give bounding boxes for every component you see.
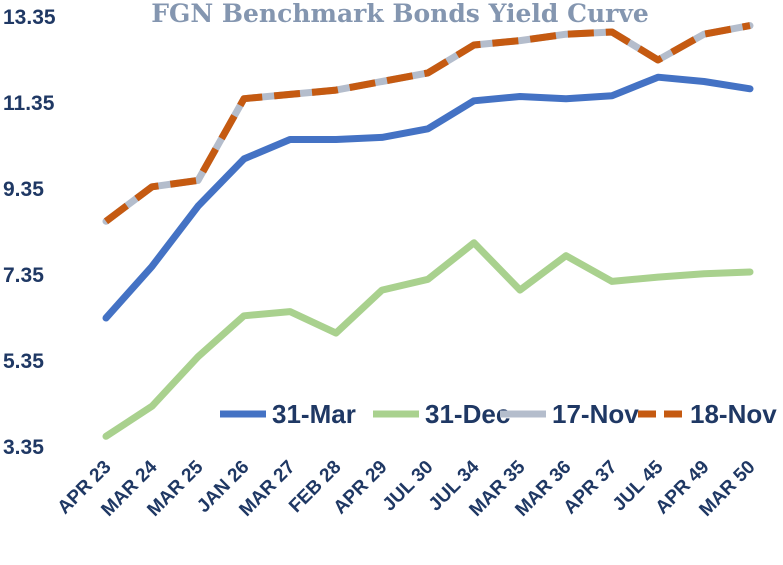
- series-line-31-mar: [102, 73, 754, 322]
- legend: 31-Mar 31-Dec 17-Nov 18-Nov: [220, 399, 777, 429]
- series-layer: [102, 22, 754, 440]
- chart-title: FGN Benchmark Bonds Yield Curve: [151, 0, 649, 28]
- legend-item: 31-Mar: [220, 399, 356, 429]
- x-tick-label: JUL 30: [379, 457, 438, 516]
- legend-label: 17-Nov: [552, 399, 639, 429]
- y-tick-label: 13.35: [3, 6, 56, 29]
- y-axis: 13.35 11.35 9.35 7.35 5.35 3.35: [3, 6, 56, 459]
- y-tick-label: 7.35: [3, 264, 44, 287]
- series-line-18-nov: [103, 22, 751, 225]
- series-line-31-dec: [102, 239, 754, 440]
- legend-label: 31-Dec: [425, 399, 510, 429]
- y-tick-label: 3.35: [3, 436, 44, 459]
- legend-item: 18-Nov: [638, 399, 777, 429]
- legend-item: 31-Dec: [373, 399, 510, 429]
- legend-label: 18-Nov: [690, 399, 777, 429]
- y-tick-label: 9.35: [3, 178, 44, 201]
- y-tick-label: 11.35: [3, 92, 55, 115]
- legend-item: 17-Nov: [500, 399, 639, 429]
- y-tick-label: 5.35: [3, 350, 44, 373]
- legend-label: 31-Mar: [272, 399, 356, 429]
